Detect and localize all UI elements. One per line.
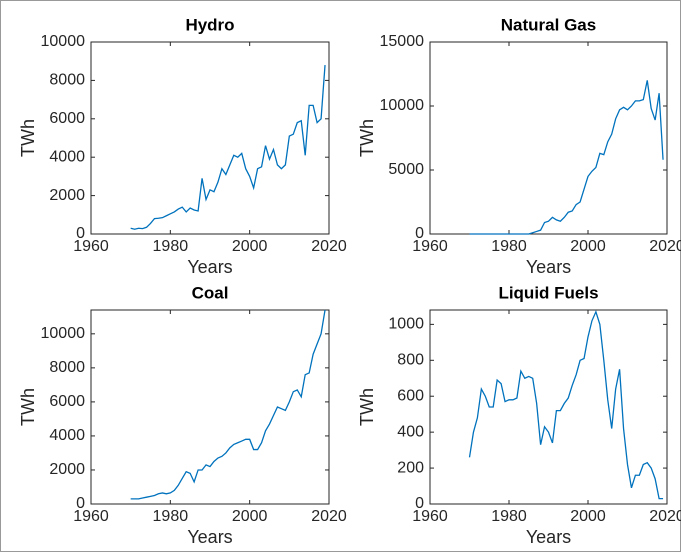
y-tick-label: 800 bbox=[397, 352, 424, 369]
y-tick-label: 10000 bbox=[41, 33, 86, 50]
y-tick-label: 8000 bbox=[49, 359, 85, 376]
y-tick-label: 200 bbox=[397, 459, 424, 476]
y-tick-label: 1000 bbox=[388, 316, 424, 333]
x-tick-label: 1980 bbox=[153, 238, 189, 255]
y-axis-label: TWh bbox=[357, 388, 377, 426]
y-axis-label: TWh bbox=[357, 119, 377, 157]
plot-area bbox=[429, 41, 668, 235]
x-axis-label: Years bbox=[187, 527, 232, 547]
x-tick-label: 1960 bbox=[73, 238, 109, 255]
x-tick-label: 2020 bbox=[649, 238, 681, 255]
y-tick-label: 8000 bbox=[49, 72, 85, 89]
data-line bbox=[468, 309, 664, 500]
chart-title: Coal bbox=[192, 283, 229, 302]
plot-area bbox=[90, 41, 330, 235]
y-tick-label: 400 bbox=[397, 423, 424, 440]
y-axis-label: TWh bbox=[18, 119, 38, 157]
y-tick-label: 4000 bbox=[49, 148, 85, 165]
x-axis-label: Years bbox=[526, 527, 571, 547]
x-axis-label: Years bbox=[526, 257, 571, 277]
y-tick-label: 10000 bbox=[41, 325, 86, 342]
chart-title: Natural Gas bbox=[501, 15, 596, 34]
data-line bbox=[469, 80, 664, 235]
x-tick-label: 1960 bbox=[412, 508, 448, 525]
x-tick-label: 2000 bbox=[232, 238, 268, 255]
y-tick-label: 15000 bbox=[380, 33, 425, 50]
x-tick-label: 2020 bbox=[649, 508, 681, 525]
x-tick-label: 1960 bbox=[73, 508, 109, 525]
data-line bbox=[130, 309, 326, 500]
y-tick-label: 2000 bbox=[49, 461, 85, 478]
x-axis-label: Years bbox=[187, 257, 232, 277]
chart-title: Liquid Fuels bbox=[498, 283, 598, 302]
x-tick-label: 1960 bbox=[412, 238, 448, 255]
y-tick-label: 2000 bbox=[49, 187, 85, 204]
y-axis-label: TWh bbox=[18, 388, 38, 426]
x-tick-label: 2000 bbox=[570, 238, 606, 255]
y-tick-label: 0 bbox=[76, 495, 85, 512]
y-tick-label: 0 bbox=[76, 225, 85, 242]
x-tick-label: 2020 bbox=[311, 238, 347, 255]
y-tick-label: 6000 bbox=[49, 110, 85, 127]
y-tick-label: 0 bbox=[415, 225, 424, 242]
y-tick-label: 600 bbox=[397, 387, 424, 404]
y-tick-label: 5000 bbox=[388, 161, 424, 178]
y-tick-label: 4000 bbox=[49, 427, 85, 444]
x-tick-label: 2000 bbox=[232, 508, 268, 525]
plot-area bbox=[429, 309, 668, 505]
x-tick-label: 1980 bbox=[491, 508, 527, 525]
chart-title: Hydro bbox=[185, 15, 234, 34]
x-tick-label: 1980 bbox=[491, 238, 527, 255]
plot-area bbox=[90, 309, 330, 505]
x-tick-label: 2000 bbox=[570, 508, 606, 525]
y-tick-label: 6000 bbox=[49, 393, 85, 410]
x-tick-label: 1980 bbox=[153, 508, 189, 525]
x-tick-label: 2020 bbox=[311, 508, 347, 525]
y-tick-label: 0 bbox=[415, 495, 424, 512]
y-tick-label: 10000 bbox=[380, 97, 425, 114]
data-line bbox=[130, 64, 326, 230]
